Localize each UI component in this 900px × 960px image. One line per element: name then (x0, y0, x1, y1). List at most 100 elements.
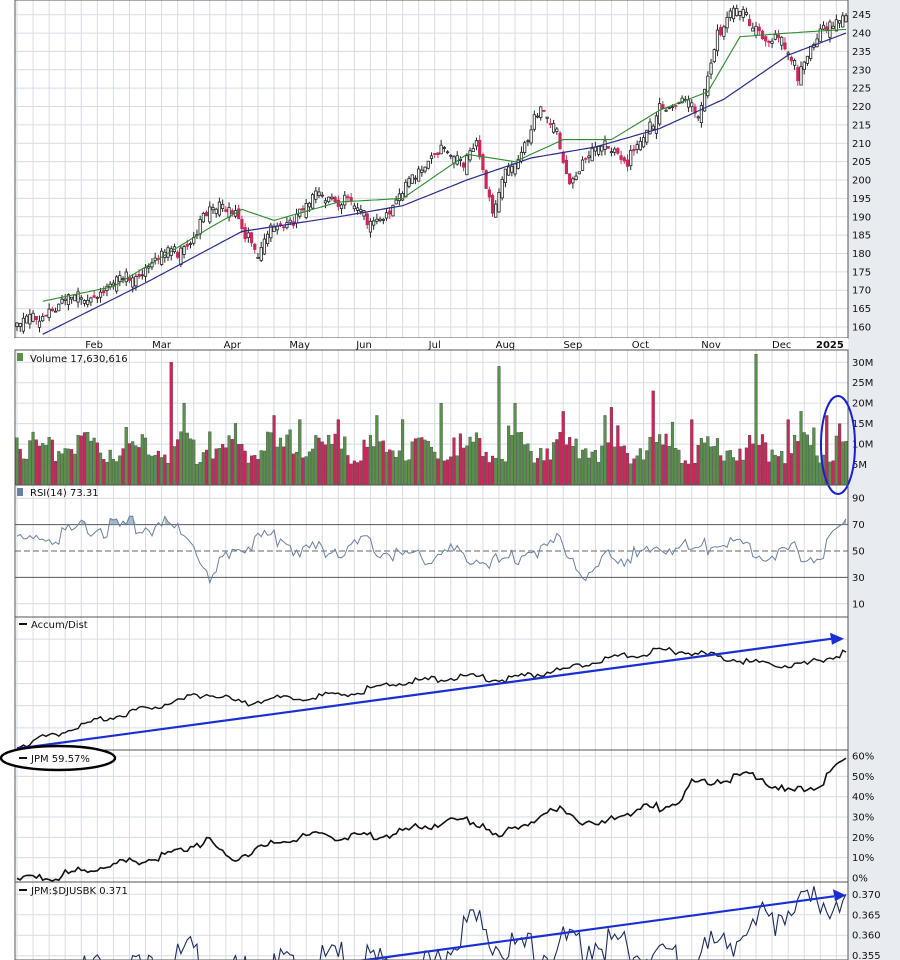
candle (185, 243, 189, 247)
volume-bar (288, 429, 292, 486)
candle (503, 168, 508, 183)
candle (748, 19, 752, 26)
volume-bar (587, 457, 591, 486)
candle (616, 148, 620, 154)
volume-bar (413, 438, 417, 486)
month-label: Apr (224, 340, 242, 351)
volume-bar (767, 461, 771, 486)
rsi-overbought-fill (68, 516, 846, 525)
candle (60, 298, 64, 304)
candle (269, 224, 273, 239)
volume-bar (124, 427, 128, 486)
volume-bar (311, 448, 315, 486)
candle (494, 203, 498, 218)
price-tick-label: 205 (852, 157, 871, 168)
volume-bar (590, 451, 594, 486)
candle (799, 66, 803, 86)
candle (686, 99, 691, 108)
volume-bar (233, 423, 238, 486)
volume-bar (73, 453, 77, 486)
candle (95, 297, 99, 299)
candle (111, 282, 115, 286)
volume-bar (54, 461, 58, 486)
volume-bar (156, 450, 160, 486)
candle (426, 160, 430, 169)
volume-bar (134, 445, 138, 486)
candle (217, 201, 222, 216)
candle (658, 103, 662, 125)
volume-bar (429, 446, 434, 486)
volume-bar (95, 442, 99, 486)
candle (320, 194, 324, 197)
volume-bar (693, 462, 697, 486)
volume-bar (609, 407, 613, 486)
volume-bar (401, 419, 405, 486)
candle (722, 26, 726, 37)
candle (622, 157, 626, 162)
candle (28, 314, 32, 325)
volume-bar (670, 421, 675, 486)
price-tick-label: 180 (852, 249, 871, 260)
volume-bar (516, 432, 520, 486)
price-tick-label: 190 (852, 212, 871, 223)
candle (474, 140, 479, 147)
volume-bar (275, 446, 279, 486)
volume-bar (433, 451, 437, 486)
candle (272, 226, 276, 232)
candle (375, 218, 379, 222)
candle (346, 196, 350, 199)
volume-bar (593, 450, 597, 486)
candle (413, 177, 418, 180)
volume-bar (115, 461, 119, 486)
volume-bar (41, 443, 45, 486)
candle (751, 27, 755, 32)
candle (580, 159, 585, 171)
price-tick-label: 185 (852, 231, 871, 242)
candle (574, 175, 578, 180)
volume-bar (802, 432, 806, 486)
candle (500, 179, 504, 199)
candle (352, 205, 356, 210)
rsi-tick-label: 30 (852, 573, 865, 584)
candle (368, 220, 373, 233)
volume-bar (471, 441, 475, 486)
volume-bar (635, 455, 639, 486)
volume-bar (500, 459, 504, 486)
candle (214, 208, 218, 214)
volume-bar (330, 443, 334, 486)
volume-bar (828, 461, 832, 486)
volume-bar (230, 439, 234, 486)
candle (230, 210, 234, 214)
ad-label: Accum/Dist (31, 620, 88, 631)
volume-bar (545, 448, 549, 486)
candle (365, 213, 369, 226)
volume-bar (102, 459, 106, 486)
volume-bar (648, 436, 652, 486)
candle (789, 56, 793, 62)
volume-bar (137, 447, 141, 486)
rs-label: JPM:$DJUSBK 0.371 (30, 886, 128, 897)
volume-bar (384, 451, 389, 486)
price-tick-label: 170 (852, 286, 871, 297)
volume-bar (539, 448, 543, 486)
volume-bar (645, 450, 649, 486)
candle (841, 15, 845, 28)
candle (548, 123, 552, 125)
candle (818, 28, 822, 42)
candle (41, 315, 45, 322)
candle (561, 151, 565, 163)
candle (564, 160, 569, 175)
candle (50, 308, 54, 312)
rs-trendline (356, 895, 835, 960)
month-label: May (289, 340, 310, 351)
candle (108, 283, 112, 288)
volume-bar (37, 445, 42, 486)
candle (224, 209, 228, 212)
candle (327, 196, 331, 202)
volume-bar (703, 442, 707, 486)
candle (587, 155, 591, 159)
candle (844, 15, 848, 23)
volume-bar (731, 457, 736, 486)
candle (423, 166, 427, 172)
candle (465, 155, 469, 176)
